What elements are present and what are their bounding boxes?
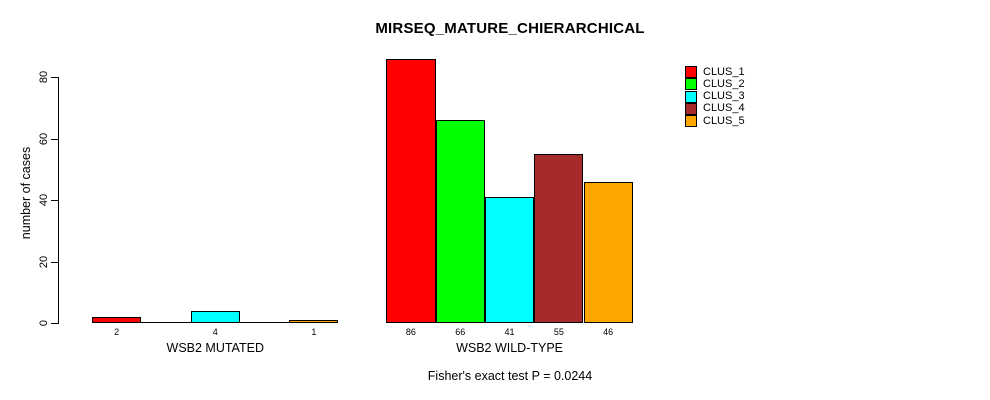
y-axis-tick bbox=[51, 261, 58, 263]
y-axis-line bbox=[58, 77, 59, 324]
bar-zero-clus_2 bbox=[141, 322, 191, 323]
y-axis-tick-label: 40 bbox=[38, 193, 50, 207]
y-axis-title: number of cases bbox=[19, 146, 33, 240]
y-axis-tick bbox=[51, 200, 58, 202]
bar-value-label: 66 bbox=[455, 327, 466, 337]
legend-item: CLUS_1 bbox=[685, 65, 745, 79]
y-axis-tick bbox=[51, 138, 58, 140]
bar-zero-clus_4 bbox=[239, 322, 290, 323]
bar-value-label: 55 bbox=[553, 327, 564, 337]
bar-value-label: 41 bbox=[504, 327, 515, 337]
legend-item: CLUS_3 bbox=[685, 90, 745, 103]
bar-clus_3 bbox=[190, 311, 240, 323]
chart-title: MIRSEQ_MATURE_CHIERARCHICAL bbox=[375, 20, 645, 37]
x-axis-group-label: WSB2 WILD-TYPE bbox=[456, 341, 564, 355]
legend-color-swatch bbox=[685, 90, 697, 103]
y-axis-tick-label: 60 bbox=[38, 132, 50, 145]
y-axis-tick-label: 80 bbox=[38, 71, 50, 84]
legend-color-swatch bbox=[685, 102, 697, 115]
legend-item-label: CLUS_4 bbox=[703, 102, 745, 115]
legend-item-label: CLUS_3 bbox=[703, 90, 745, 103]
bar-value-label: 86 bbox=[405, 327, 416, 337]
bar-clus_1 bbox=[92, 317, 142, 323]
y-axis-tick bbox=[51, 323, 58, 324]
legend-item-label: CLUS_2 bbox=[703, 77, 745, 90]
legend-item-label: CLUS_1 bbox=[703, 65, 745, 78]
bar-value-label: 46 bbox=[603, 327, 614, 337]
legend-color-swatch bbox=[685, 115, 697, 128]
legend-item-label: CLUS_5 bbox=[703, 114, 745, 127]
bar-clus_5 bbox=[583, 182, 633, 323]
legend-color-swatch bbox=[685, 66, 697, 79]
bar-clus_3 bbox=[484, 197, 535, 323]
legend-item: CLUS_5 bbox=[685, 114, 745, 128]
bar-clus_5 bbox=[289, 320, 339, 323]
y-axis-tick bbox=[51, 77, 58, 79]
bar-value-label: 2 bbox=[114, 327, 120, 337]
bar-clus_2 bbox=[435, 120, 485, 323]
bar-clus_4 bbox=[534, 154, 584, 323]
bar-value-label: 1 bbox=[311, 327, 317, 337]
legend-item: CLUS_2 bbox=[685, 77, 745, 91]
legend: CLUS_1 CLUS_2 CLUS_3 CLUS_4 CLUS_5 bbox=[685, 65, 745, 128]
annotation-text: Fisher's exact test P = 0.0244 bbox=[427, 369, 593, 383]
x-axis-group-label: WSB2 MUTATED bbox=[166, 341, 264, 355]
legend-item: CLUS_4 bbox=[685, 102, 745, 115]
bar-clus_1 bbox=[386, 59, 436, 323]
bar-value-label: 4 bbox=[212, 327, 218, 337]
y-axis-tick-label: 0 bbox=[38, 319, 50, 327]
legend-color-swatch bbox=[685, 78, 697, 91]
y-axis-tick-label: 20 bbox=[38, 255, 50, 268]
